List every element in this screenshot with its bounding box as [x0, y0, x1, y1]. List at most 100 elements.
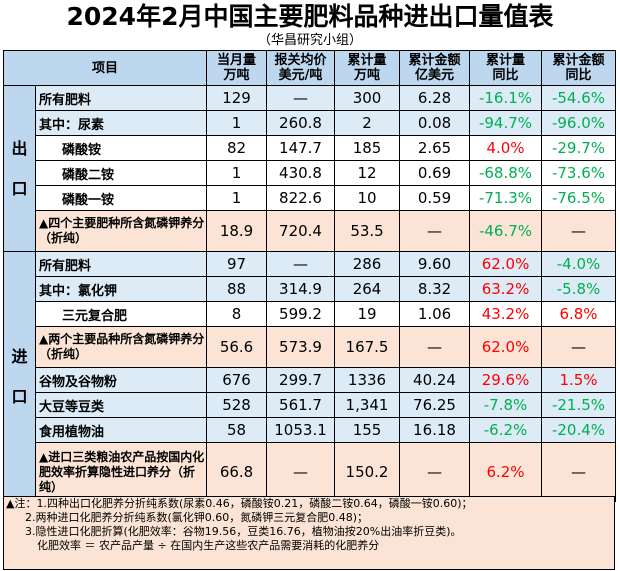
cell-month: 56.6 — [206, 326, 268, 368]
cell-amount: 2.65 — [399, 135, 471, 161]
cell-cum: 185 — [334, 135, 401, 161]
cell-month: 1 — [206, 110, 268, 136]
cell-month: 129 — [206, 85, 268, 111]
cell-amount: 40.24 — [399, 367, 471, 393]
row-label: 所有肥料 — [34, 85, 208, 111]
cell-month: 66.8 — [206, 442, 268, 502]
cell-cum: 286 — [334, 251, 401, 277]
row-label: 其中：氯化钾 — [34, 276, 208, 302]
header-item: 项目 — [2, 50, 208, 86]
cell-amount: — — [399, 442, 471, 502]
cell-ayoy: — — [541, 210, 617, 252]
export-table-row: 磷酸铵 82 147.7 185 2.65 4.0% -29.7% — [3, 135, 617, 161]
cell-amount: 8.32 — [399, 276, 471, 302]
header-cum-amount: 累计金额 亿美元 — [399, 50, 471, 86]
note-line: 2.两种进口化肥养分折纯系数(氯化钾0.60，氮磷钾三元复合肥0.48)； — [25, 511, 369, 524]
import-table-row: 其中：氯化钾 88 314.9 264 8.32 63.2% -5.8% — [3, 276, 617, 302]
cell-cum: 155 — [334, 417, 401, 443]
export-table-row: ▲四个主要肥种所含氮磷钾养分（折纯） 18.9 720.4 53.5— -46.7% — — [3, 210, 617, 252]
row-label: 谷物及谷物粉 — [34, 367, 208, 393]
cell-cum: 150.2 — [334, 442, 401, 502]
cell-yoy: -71.3% — [469, 185, 543, 211]
cell-month: 97 — [206, 251, 268, 277]
notes-box: ▲注：1.四种出口化肥养分折纯系数(尿素0.46，磷酸铵0.21，磷酸二铵0.6… — [3, 496, 615, 570]
import-table-row: 大豆等豆类 528 561.7 1,341 76.25 -7.8% -21.5% — [3, 392, 617, 418]
data-table: 项目 当月量 万吨 报关均价 美元/吨 累计量 万吨 累计金额 亿美元 累计量 同比 累计… — [2, 50, 617, 502]
cell-month: 1 — [206, 160, 268, 186]
cell-ayoy: -54.6% — [541, 85, 617, 111]
cell-cum: 264 — [334, 276, 401, 302]
row-label: 其中：尿素 — [34, 110, 208, 136]
cell-cum: 300 — [334, 85, 401, 111]
cell-cum: 1,341 — [334, 392, 401, 418]
cell-amount: 9.60 — [399, 251, 471, 277]
cell-yoy: -94.7% — [469, 110, 543, 136]
cell-ayoy: -29.7% — [541, 135, 617, 161]
cell-yoy: -16.1% — [469, 85, 543, 111]
import-table-row: 食用植物油 58 1053.1 155 16.18 -6.2% -20.4% — [3, 417, 617, 443]
header-month-qty: 当月量 万吨 — [206, 50, 268, 86]
note-line: 化肥效率 ＝ 农产品产量 ÷ 在国内生产这些农产品需要消耗的化肥养分 — [37, 539, 380, 552]
cell-price: 822.6 — [266, 185, 336, 211]
cell-month: 528 — [206, 392, 268, 418]
cell-yoy: 62.0% — [469, 251, 543, 277]
export-table-row: 出口所有肥料 129—300 6.28 -16.1% -54.6% — [3, 85, 617, 252]
cell-month: 676 — [206, 367, 268, 393]
cell-price: 573.9 — [266, 326, 336, 368]
header-price: 报关均价 美元/吨 — [266, 50, 336, 86]
cell-cum: 1336 — [334, 367, 401, 393]
page-subtitle: （华昌研究小组） — [257, 33, 362, 48]
cell-ayoy: -5.8% — [541, 276, 617, 302]
cell-month: 88 — [206, 276, 268, 302]
cell-amount: — — [399, 326, 471, 368]
cell-yoy: 62.0% — [469, 326, 543, 368]
cell-month: 18.9 — [206, 210, 268, 252]
cell-price: 299.7 — [266, 367, 336, 393]
row-label: 磷酸一铵 — [34, 185, 208, 211]
cell-price: — — [266, 442, 336, 502]
cell-ayoy: -4.0% — [541, 251, 617, 277]
cell-amount: 0.69 — [399, 160, 471, 186]
row-label: ▲四个主要肥种所含氮磷钾养分（折纯） — [34, 210, 208, 252]
cell-price: — — [266, 251, 336, 277]
cell-yoy: 6.2% — [469, 442, 543, 502]
cell-yoy: -46.7% — [469, 210, 543, 252]
export-table-row: 磷酸一铵 1 822.6 10 0.59 -71.3% -76.5% — [3, 185, 617, 211]
row-label: ▲两个主要品种所含氮磷钾养分（折纯） — [34, 326, 208, 368]
cell-ayoy: — — [541, 326, 617, 368]
note-line: 3.隐性进口化肥折算(化肥效率：谷物19.56，豆类16.76，植物油按20%出… — [25, 525, 462, 538]
cell-price: 720.4 — [266, 210, 336, 252]
cell-ayoy: -21.5% — [541, 392, 617, 418]
row-label: 所有肥料 — [34, 251, 208, 277]
cell-price: 314.9 — [266, 276, 336, 302]
cell-ayoy: -20.4% — [541, 417, 617, 443]
cell-yoy: -68.8% — [469, 160, 543, 186]
import-table-row: 谷物及谷物粉 676 299.7 1336 40.24 29.6% 1.5% — [3, 367, 617, 393]
cell-amount: 1.06 — [399, 301, 471, 327]
import-table-row: 进口所有肥料 97—286 9.60 62.0% -4.0% — [3, 251, 617, 502]
row-label: 大豆等豆类 — [34, 392, 208, 418]
header-amount-yoy: 累计金额 同比 — [541, 50, 617, 86]
cell-yoy: 29.6% — [469, 367, 543, 393]
header-cum-yoy: 累计量 同比 — [469, 50, 543, 86]
cell-price: 599.2 — [266, 301, 336, 327]
import-section-label: 进口 — [3, 251, 36, 502]
cell-ayoy: -96.0% — [541, 110, 617, 136]
cell-month: 1 — [206, 185, 268, 211]
cell-yoy: -6.2% — [469, 417, 543, 443]
header-cum-qty: 累计量 万吨 — [334, 50, 401, 86]
cell-month: 58 — [206, 417, 268, 443]
cell-amount: — — [399, 210, 471, 252]
cell-cum: 2 — [334, 110, 401, 136]
cell-yoy: -7.8% — [469, 392, 543, 418]
import-table-row: 三元复合肥 8 599.2 19 1.06 43.2% 6.8% — [3, 301, 617, 327]
cell-ayoy: 6.8% — [541, 301, 617, 327]
cell-price: — — [266, 85, 336, 111]
import-table-row: ▲进口三类粮油农产品按国内化肥效率折算隐性进口养分（折纯） 66.8—150.2—… — [3, 442, 617, 502]
cell-amount: 16.18 — [399, 417, 471, 443]
cell-price: 1053.1 — [266, 417, 336, 443]
export-table-row: 磷酸二铵 1 430.8 12 0.69 -68.8% -73.6% — [3, 160, 617, 186]
cell-amount: 0.59 — [399, 185, 471, 211]
cell-cum: 10 — [334, 185, 401, 211]
cell-amount: 76.25 — [399, 392, 471, 418]
